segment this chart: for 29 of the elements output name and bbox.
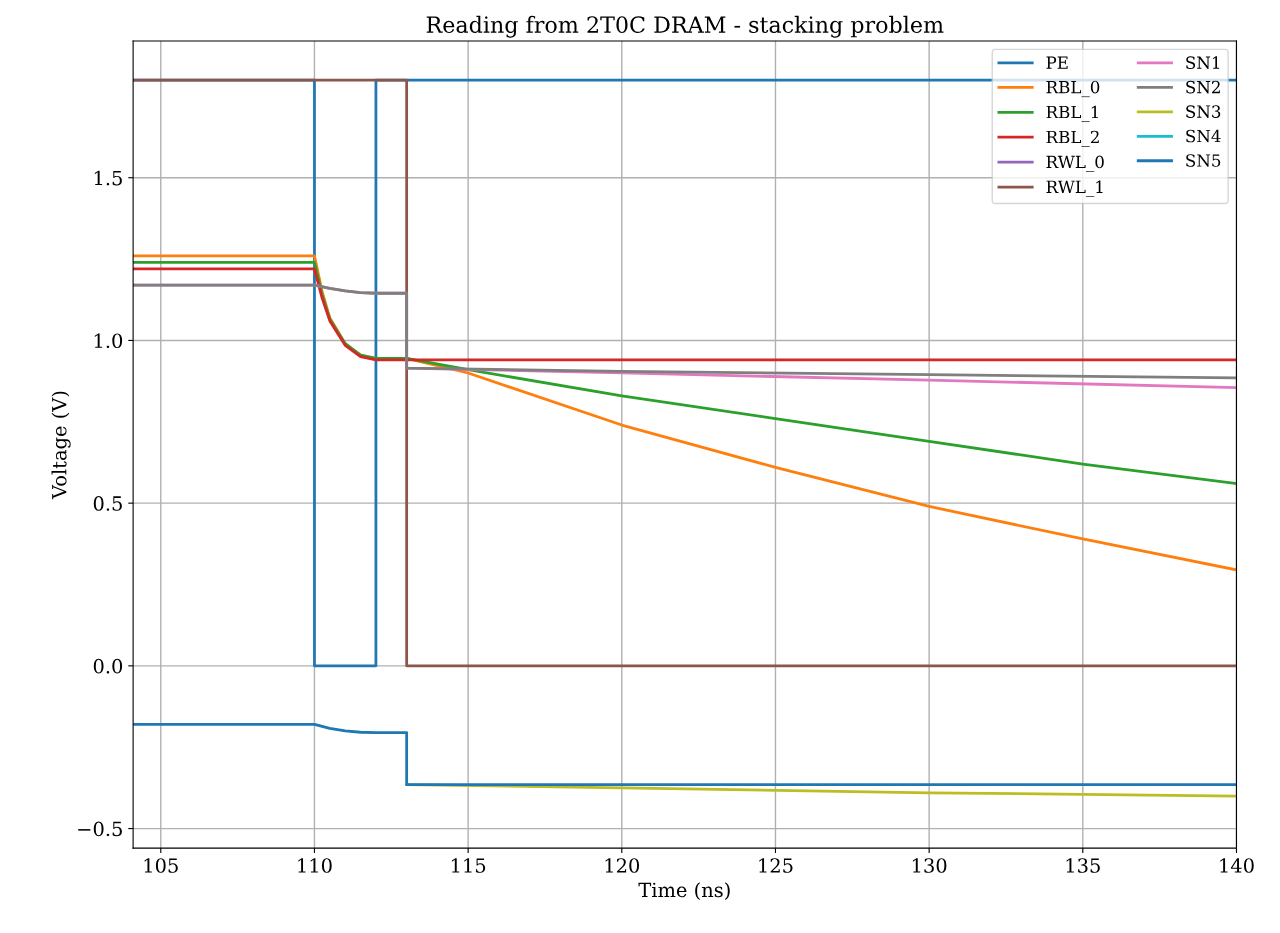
y-tick-label: 0.0 (93, 658, 123, 674)
legend-label: PE (1046, 56, 1068, 69)
legend-label: SN5 (1186, 154, 1221, 167)
x-tick-label: 120 (605, 858, 640, 873)
y-tick-label: −0.5 (78, 821, 122, 837)
x-tick-label: 105 (144, 858, 178, 873)
legend-label: RBL_1 (1046, 105, 1098, 123)
x-tick-label: 110 (298, 858, 332, 873)
x-tick-label: 130 (912, 858, 947, 873)
line-series (133, 267, 1237, 362)
x-tick-label: 115 (451, 858, 486, 873)
legend-label: SN2 (1186, 80, 1220, 94)
line-series (133, 723, 1237, 787)
y-tick-label: 1.0 (94, 333, 123, 349)
x-tick-label: 140 (1220, 858, 1254, 873)
y-axis-title: Voltage (V) (51, 391, 71, 500)
x-tick-label: 125 (759, 858, 793, 873)
y-tick-label: 1.5 (94, 170, 122, 186)
legend-label: RBL_2 (1046, 130, 1099, 147)
legend-label: SN1 (1186, 56, 1220, 69)
legend-label: SN4 (1186, 129, 1221, 143)
x-tick-label: 135 (1066, 858, 1100, 873)
legend-label: RWL_0 (1046, 155, 1104, 172)
chart-title: Reading from 2T0C DRAM - stacking problem (426, 15, 944, 38)
legend-label: RBL_0 (1046, 80, 1100, 98)
legend-label: RWL_1 (1046, 180, 1103, 197)
x-axis-title: Time (ns) (638, 882, 730, 900)
legend-label: SN3 (1186, 105, 1221, 118)
y-tick-label: 0.5 (93, 496, 122, 511)
